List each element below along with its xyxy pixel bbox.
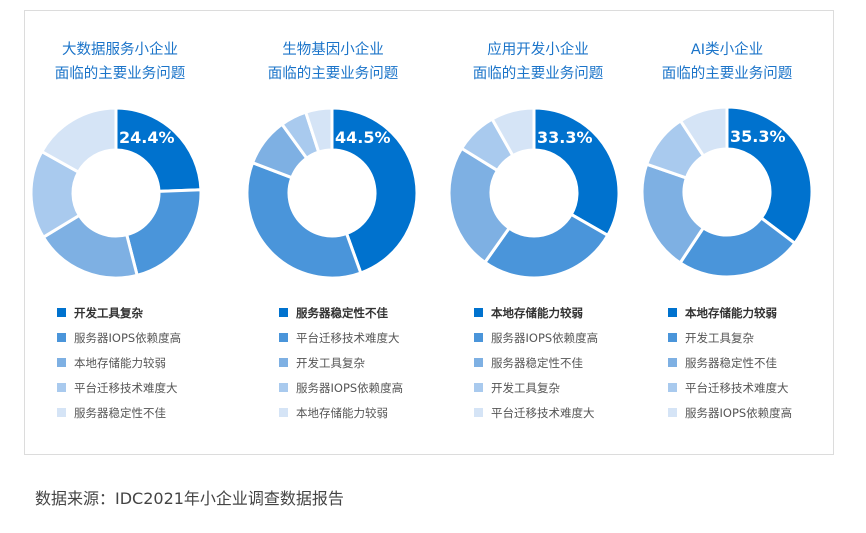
legend-item: 服务器IOPS依赖度高 (474, 325, 598, 350)
donut-slice (447, 146, 512, 265)
legend-item: 平台迁移技术难度大 (279, 325, 403, 350)
donut-slice (725, 105, 814, 246)
legend-item: 开发工具复杂 (279, 350, 403, 375)
legend-swatch (668, 408, 677, 417)
legend-label: 本地存储能力较弱 (296, 405, 388, 420)
legend: 服务器稳定性不佳 平台迁移技术难度大 开发工具复杂服务器IOPS依赖度高 本地存储能力… (279, 300, 403, 425)
legend-label: 开发工具复杂 (685, 330, 754, 345)
legend-label: 本地存储能力较弱 (491, 305, 583, 320)
percent-label: 35.3% (730, 127, 786, 146)
legend-swatch (57, 408, 66, 417)
legend-label: 平台迁移技术难度大 (685, 380, 789, 395)
legend-item: 平台迁移技术难度大 (668, 375, 792, 400)
legend-label: 本地存储能力较弱 (74, 355, 166, 370)
legend-item: 服务器稳定性不佳 (57, 400, 181, 425)
legend-swatch (474, 333, 483, 342)
legend: 本地存储能力较弱 开发工具复杂服务器稳定性不佳 平台迁移技术难度大 服务器IOPS依赖… (668, 300, 792, 425)
donut-slice (330, 106, 419, 275)
legend-swatch (279, 408, 288, 417)
chart-title-line: 应用开发小企业 (487, 42, 589, 58)
legend-swatch (57, 308, 66, 317)
legend-label: 服务器IOPS依赖度高 (74, 330, 182, 345)
chart-title-line: 生物基因小企业 (282, 42, 384, 58)
legend-label: 服务器稳定性不佳 (296, 305, 388, 320)
legend-item: 本地存储能力较弱 (668, 300, 792, 325)
legend-swatch (668, 383, 677, 392)
donut-slice (303, 106, 334, 154)
chart-title-line: AI类小企业 (690, 42, 764, 58)
chart-frame (24, 10, 834, 455)
legend-label: 本地存储能力较弱 (685, 305, 777, 320)
chart-title-line: 面临的主要业务问题 (472, 66, 604, 82)
legend-label: 服务器稳定性不佳 (491, 355, 583, 370)
legend-item: 开发工具复杂 (57, 300, 181, 325)
donut-slice (482, 212, 610, 280)
legend-label: 开发工具复杂 (74, 305, 143, 320)
legend-swatch (279, 308, 288, 317)
legend-label: 平台迁移技术难度大 (296, 330, 400, 345)
legend-label: 服务器稳定性不佳 (685, 355, 777, 370)
chart-title-line: 面临的主要业务问题 (267, 66, 399, 82)
donut-slice (490, 106, 536, 158)
donut-slice (245, 160, 363, 280)
donut-slice (124, 188, 203, 278)
legend-label: 服务器IOPS依赖度高 (296, 380, 404, 395)
legend-item: 服务器IOPS依赖度高 (57, 325, 181, 350)
legend-swatch (279, 358, 288, 367)
percent-label: 33.3% (537, 128, 593, 147)
legend-swatch (57, 333, 66, 342)
donut-slice (532, 106, 621, 238)
percent-label: 44.5% (335, 128, 391, 147)
legend: 开发工具复杂服务器IOPS依赖度高 本地存储能力较弱 平台迁移技术难度大 服务器稳定性… (57, 300, 181, 425)
legend-swatch (474, 308, 483, 317)
legend-item: 开发工具复杂 (474, 375, 598, 400)
donut-slice (678, 105, 729, 159)
chart-title-line: 面临的主要业务问题 (661, 66, 793, 82)
legend-swatch (57, 358, 66, 367)
legend-item: 服务器稳定性不佳 (474, 350, 598, 375)
legend-item: 开发工具复杂 (668, 325, 792, 350)
chart-title: 生物基因小企业 面临的主要业务问题 (233, 38, 433, 86)
legend-swatch (668, 333, 677, 342)
legend-item: 服务器IOPS依赖度高 (668, 400, 792, 425)
legend-swatch (668, 358, 677, 367)
chart-title-line: 大数据服务小企业 (62, 42, 178, 58)
legend-swatch (474, 358, 483, 367)
legend-item: 服务器稳定性不佳 (668, 350, 792, 375)
legend-label: 服务器IOPS依赖度高 (685, 405, 793, 420)
source-note: 数据来源：IDC2021年小企业调查数据报告 (35, 489, 344, 508)
legend: 本地存储能力较弱服务器IOPS依赖度高 服务器稳定性不佳 开发工具复杂平台迁移技术难… (474, 300, 598, 425)
chart-title: AI类小企业面临的主要业务问题 (627, 38, 827, 86)
legend-item: 平台迁移技术难度大 (57, 375, 181, 400)
chart-title-line: 面临的主要业务问题 (54, 66, 186, 82)
percent-label: 24.4% (119, 128, 175, 147)
legend-swatch (57, 383, 66, 392)
legend-swatch (279, 383, 288, 392)
legend-swatch (279, 333, 288, 342)
legend-item: 本地存储能力较弱 (279, 400, 403, 425)
legend-item: 平台迁移技术难度大 (474, 400, 598, 425)
legend-label: 开发工具复杂 (491, 380, 560, 395)
legend-item: 本地存储能力较弱 (474, 300, 598, 325)
donut-slice (678, 215, 797, 279)
legend-label: 服务器稳定性不佳 (74, 405, 166, 420)
legend-label: 开发工具复杂 (296, 355, 365, 370)
legend-item: 服务器稳定性不佳 (279, 300, 403, 325)
donut-slice (114, 106, 203, 193)
chart-title: 大数据服务小企业 面临的主要业务问题 (20, 38, 220, 86)
legend-swatch (474, 408, 483, 417)
legend-swatch (668, 308, 677, 317)
legend-item: 本地存储能力较弱 (57, 350, 181, 375)
donut-slice (39, 106, 118, 175)
legend-swatch (474, 383, 483, 392)
chart-title: 应用开发小企业 面临的主要业务问题 (438, 38, 638, 86)
legend-label: 平台迁移技术难度大 (74, 380, 178, 395)
legend-item: 服务器IOPS依赖度高 (279, 375, 403, 400)
legend-label: 平台迁移技术难度大 (491, 405, 595, 420)
legend-label: 服务器IOPS依赖度高 (491, 330, 599, 345)
